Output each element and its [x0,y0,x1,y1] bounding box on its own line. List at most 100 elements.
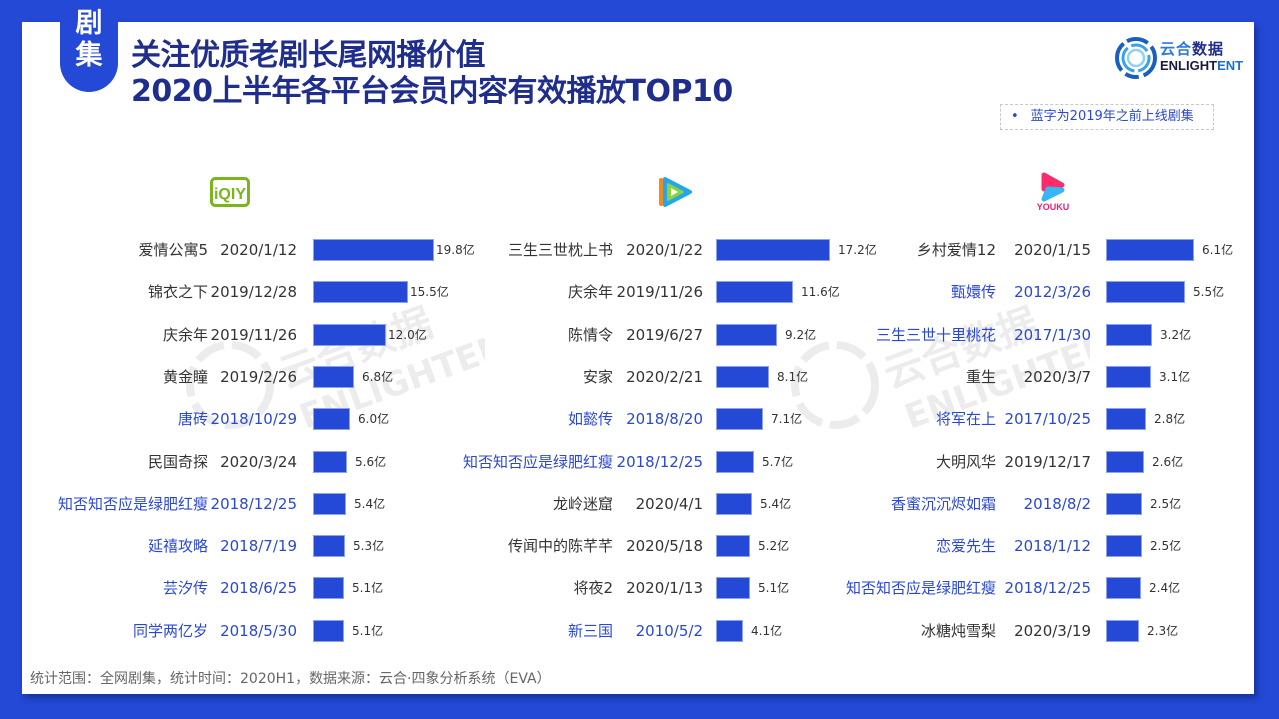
title-line-2: 2020上半年各平台会员内容有效播放TOP10 [131,74,733,109]
value-label: 5.2亿 [758,539,790,553]
value-label: 7.1亿 [771,412,803,426]
drama-name: 三生三世枕上书 [507,241,613,259]
iqiyi-logo: iQIY [210,177,250,207]
release-date: 2020/1/22 [626,241,703,259]
drama-name: 延禧攻略 [147,537,208,555]
drama-name: 甄嬛传 [950,283,996,301]
legend-note: • 蓝字为2019年之前上线剧集 [1000,104,1214,130]
value-label: 2.4亿 [1149,581,1181,595]
value-label: 2.5亿 [1150,539,1182,553]
drama-name: 民国奇探 [147,453,208,471]
release-date: 2018/12/25 [1004,579,1091,597]
value-label: 2.6亿 [1152,455,1184,469]
tencent-video-logo [659,177,692,207]
value-label: 12.0亿 [388,328,427,342]
release-date: 2020/5/18 [626,537,703,555]
drama-name: 龙岭迷窟 [552,495,613,513]
release-date: 2020/1/13 [626,579,703,597]
bar [716,239,830,261]
release-date: 2018/5/30 [220,622,297,640]
bar [313,366,354,388]
drama-name: 重生 [965,368,996,386]
bar [716,493,752,515]
drama-name: 庆余年 [162,326,208,344]
bar [716,324,777,346]
bar [716,620,743,642]
bar [716,366,769,388]
drama-name: 陈情令 [567,326,613,344]
logo-text-cn: 云合数据 [1160,40,1225,58]
release-date: 2020/3/24 [220,453,297,471]
value-label: 2.8亿 [1154,412,1186,426]
drama-name: 恋爱先生 [935,537,996,555]
release-date: 2018/6/25 [220,579,297,597]
logo-text-en: ENLIGHTENT [1160,58,1244,73]
title-line-1: 关注优质老剧长尾网播价值 [131,38,485,73]
release-date: 2019/2/26 [220,368,297,386]
value-label: 5.3亿 [353,539,385,553]
release-date: 2020/1/12 [220,241,297,259]
bar [313,535,345,557]
value-label: 6.0亿 [358,412,390,426]
value-label: 6.1亿 [1202,243,1234,257]
bullet-icon: • [1011,109,1019,124]
release-date: 2018/12/25 [210,495,297,513]
value-label: 6.8亿 [362,370,394,384]
drama-name: 安家 [582,368,613,386]
release-date: 2019/11/26 [616,283,703,301]
bar [313,239,434,261]
release-date: 2017/10/25 [1004,410,1091,428]
value-label: 5.1亿 [352,624,384,638]
bar [716,577,750,599]
bar [1106,577,1141,599]
legend-note-text: 蓝字为2019年之前上线剧集 [1030,109,1194,124]
release-date: 2020/3/7 [1023,368,1091,386]
release-date: 2010/5/2 [635,622,703,640]
bar [313,408,350,430]
drama-name: 传闻中的陈芊芊 [507,537,613,555]
release-date: 2020/2/21 [626,368,703,386]
release-date: 2018/10/29 [210,410,297,428]
footer-source-note: 统计范围：全网剧集，统计时间：2020H1，数据来源：云合·四象分析系统（EVA… [30,671,551,687]
bar [1106,239,1194,261]
bar [1106,493,1142,515]
drama-name: 知否知否应是绿肥红瘦 [57,495,208,513]
release-date: 2012/3/26 [1014,283,1091,301]
value-label: 5.6亿 [355,455,387,469]
bar [716,281,793,303]
release-date: 2019/6/27 [626,326,703,344]
drama-name: 锦衣之下 [147,283,208,301]
drama-name: 如懿传 [567,410,613,428]
bar [716,535,750,557]
value-label: 2.3亿 [1147,624,1179,638]
release-date: 2018/7/19 [220,537,297,555]
section-badge: 剧 集 [60,0,118,92]
drama-name: 黄金瞳 [162,368,208,386]
bar [313,281,408,303]
drama-name: 三生三世十里桃花 [875,326,996,344]
value-label: 5.4亿 [760,497,792,511]
bar [716,451,754,473]
drama-name: 芸汐传 [162,579,208,597]
value-label: 5.4亿 [354,497,386,511]
drama-name: 新三国 [567,622,613,640]
drama-name: 知否知否应是绿肥红瘦 [462,453,613,471]
bar [716,408,763,430]
value-label: 15.5亿 [410,285,449,299]
value-label: 5.1亿 [352,581,384,595]
value-label: 5.7亿 [762,455,794,469]
bar [313,451,347,473]
value-label: 5.5亿 [1193,285,1225,299]
drama-name: 知否知否应是绿肥红瘦 [845,579,996,597]
release-date: 2018/8/20 [626,410,703,428]
bar [1106,281,1185,303]
svg-text:YOUKU: YOUKU [1037,202,1070,212]
drama-name: 爱情公寓5 [138,241,208,259]
release-date: 2019/11/26 [210,326,297,344]
drama-name: 唐砖 [177,410,208,428]
value-label: 3.2亿 [1160,328,1192,342]
bar [1106,408,1146,430]
bar [313,324,386,346]
bar [1106,451,1144,473]
svg-text:iQIY: iQIY [214,186,246,203]
